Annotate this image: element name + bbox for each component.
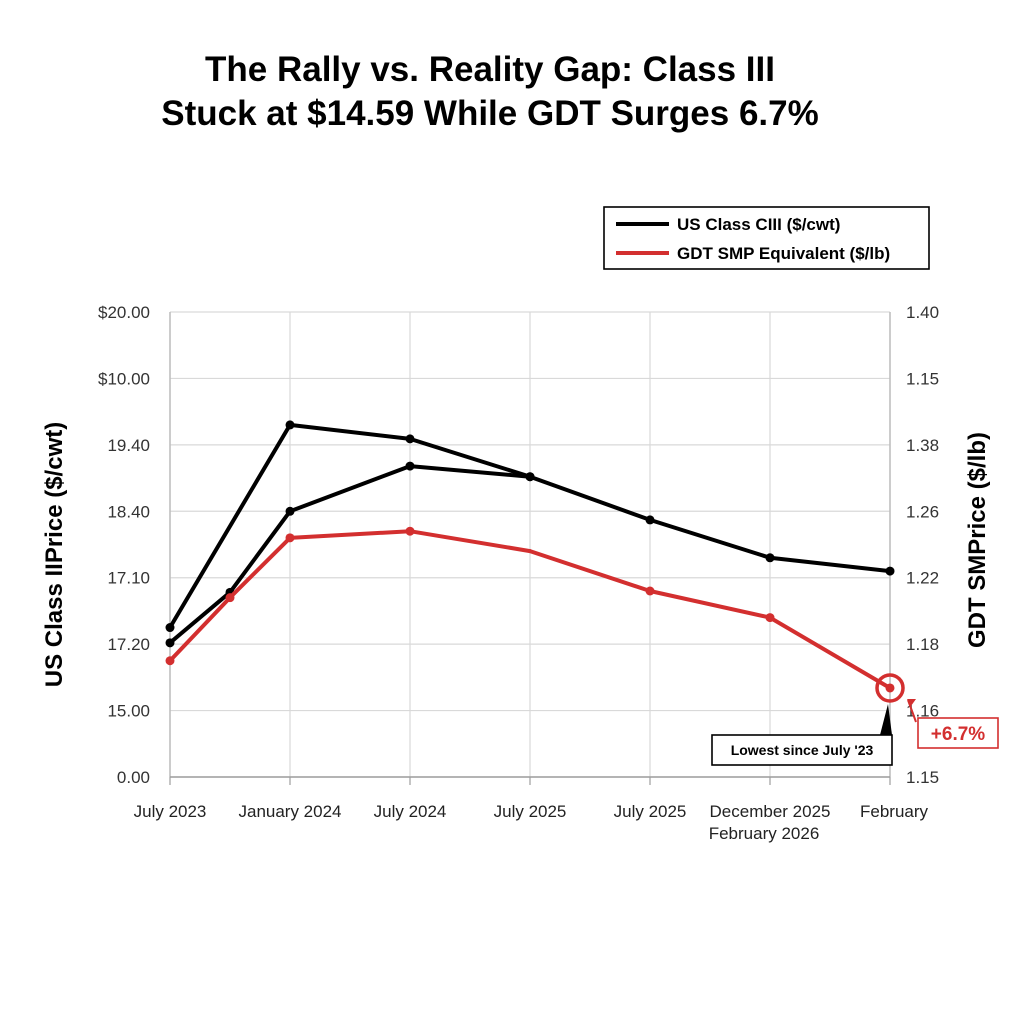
y-right-tick-label: 1.18: [906, 635, 939, 654]
percent-badge: [917, 717, 999, 749]
percent-badge-text: +6.7%: [931, 724, 986, 745]
y-left-tick-label: 18.40: [107, 502, 150, 521]
callout-text: Lowest since July '23: [731, 742, 874, 758]
y-right-tick-label: 1.15: [906, 369, 939, 388]
series-point: [885, 566, 895, 576]
y-right-tick-label: 1.38: [906, 436, 939, 455]
y-left-tick-label: 19.40: [107, 436, 150, 455]
y-right-tick-label: 1.15: [906, 768, 939, 787]
y-right-tick-label: 1.26: [906, 502, 939, 521]
x-tick-label: July 2025: [494, 802, 567, 821]
x-tick-sublabel: February 2026: [709, 824, 820, 843]
callout-pointer: [880, 703, 892, 735]
percent-arrow-line: [907, 699, 917, 723]
y-left-tick-label: $20.00: [98, 303, 150, 322]
chart-title-line-1: The Rally vs. Reality Gap: Class III: [205, 50, 775, 89]
series-point: [165, 638, 175, 648]
y-right-tick-label: 1.40: [906, 303, 939, 322]
series-point: [885, 683, 895, 693]
series-point: [405, 461, 415, 471]
y-right-axis-label: GDT SMPrice ($/lb): [964, 432, 991, 648]
series-point: [285, 420, 295, 430]
series-point: [525, 472, 535, 482]
x-tick-label: December 2025: [710, 802, 831, 821]
series-point: [165, 656, 175, 666]
series-point: [165, 623, 175, 633]
series-point: [765, 613, 775, 623]
series-point: [405, 526, 415, 536]
legend-box: [603, 206, 930, 270]
series-point: [405, 434, 415, 444]
series-point: [645, 515, 655, 525]
x-tick-label: January 2024: [238, 802, 341, 821]
y-left-axis-label: US Class IIPrice ($/cwt): [41, 422, 68, 687]
series-point: [225, 593, 235, 603]
percent-arrow-head: [907, 698, 916, 706]
highlight-ring: [875, 673, 905, 703]
callout-box: [711, 734, 893, 766]
series-point: [285, 506, 295, 516]
chart-title-line-2: Stuck at $14.59 While GDT Surges 6.7%: [161, 94, 819, 133]
x-tick-label: February: [860, 802, 929, 821]
x-tick-label: July 2023: [134, 802, 207, 821]
y-left-tick-label: $10.00: [98, 369, 150, 388]
series-point: [765, 553, 775, 563]
y-left-tick-label: 17.10: [107, 569, 150, 588]
x-tick-label: July 2024: [374, 802, 447, 821]
legend-label: US Class CIII ($/cwt): [677, 215, 840, 234]
x-tick-label: July 2025: [614, 802, 687, 821]
series-point: [645, 586, 655, 596]
y-left-tick-label: 0.00: [117, 768, 150, 787]
chart-title: The Rally vs. Reality Gap: Class III Stu…: [0, 48, 980, 136]
legend-label: GDT SMP Equivalent ($/lb): [677, 244, 890, 263]
series-line: [168, 464, 532, 645]
y-right-tick-label: 1.22: [906, 569, 939, 588]
series-point: [285, 533, 295, 543]
y-left-tick-label: 15.00: [107, 702, 150, 721]
series-line: [528, 549, 892, 690]
y-left-tick-label: 17.20: [107, 635, 150, 654]
